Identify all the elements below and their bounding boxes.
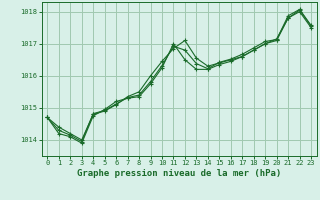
X-axis label: Graphe pression niveau de la mer (hPa): Graphe pression niveau de la mer (hPa) — [77, 169, 281, 178]
